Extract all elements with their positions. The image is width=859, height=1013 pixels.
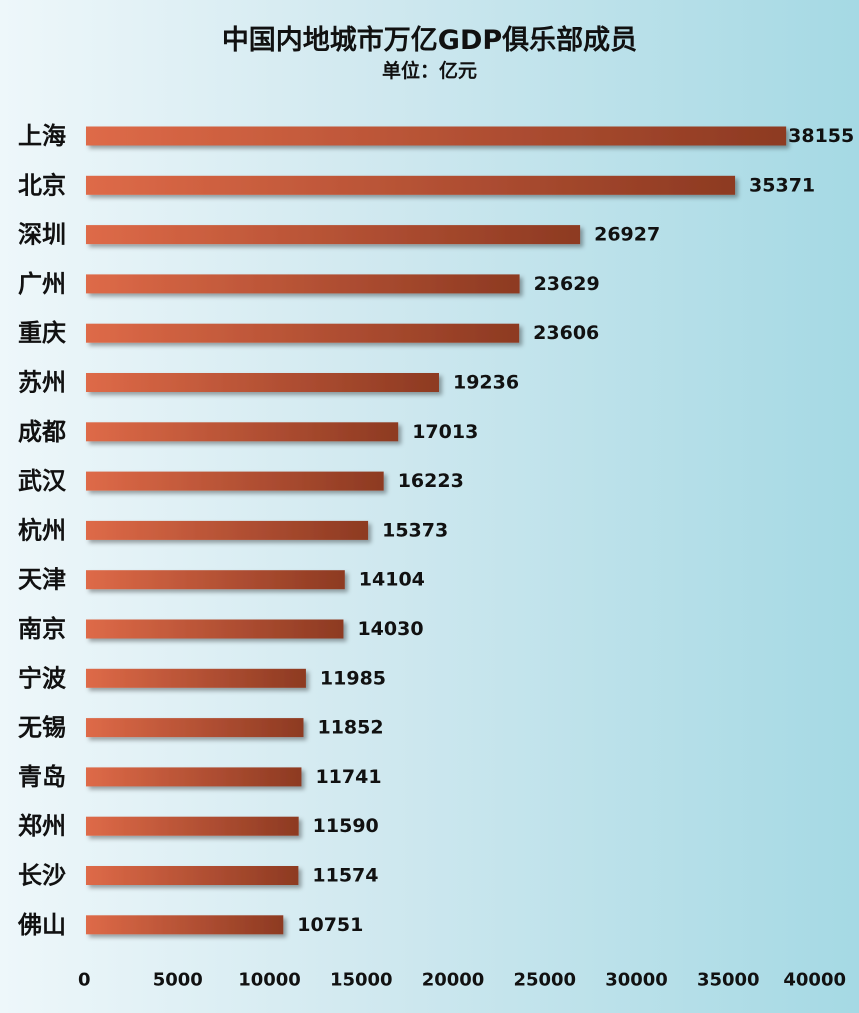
x-tick-label: 25000: [513, 970, 576, 991]
bar: [86, 520, 369, 540]
bar: [86, 668, 306, 688]
category-label: 无锡: [18, 714, 66, 742]
category-label: 长沙: [18, 862, 66, 890]
category-label: 天津: [18, 566, 66, 594]
data-label: 35371: [749, 174, 815, 196]
category-label: 苏州: [18, 369, 66, 397]
data-label: 17013: [412, 421, 478, 443]
bar: [86, 570, 345, 590]
x-tick-label: 35000: [697, 970, 760, 991]
x-tick-label: 5000: [153, 970, 203, 991]
data-label: 15373: [382, 519, 448, 541]
bars-layer: 上海 38155 北京 35371 深圳 26927 广州 23629 重庆 23606 苏州 192…: [17, 122, 854, 991]
category-label: 武汉: [18, 467, 67, 495]
bar: [86, 126, 787, 146]
category-label: 上海: [18, 122, 66, 150]
x-tick-label: 0: [78, 970, 91, 991]
x-tick-label: 20000: [422, 970, 485, 991]
category-label: 重庆: [18, 319, 66, 347]
category-label: 北京: [18, 171, 66, 199]
data-label: 11852: [317, 717, 383, 739]
data-label: 11741: [315, 766, 381, 788]
category-label: 成都: [18, 418, 66, 446]
category-label: 广州: [18, 270, 66, 298]
x-tick-label: 30000: [605, 970, 668, 991]
x-tick-label: 40000: [783, 970, 846, 991]
bar: [86, 866, 299, 885]
data-label: 14030: [357, 618, 423, 640]
bar: [86, 718, 304, 738]
bar: [86, 373, 439, 392]
data-label: 23606: [533, 322, 599, 344]
data-label: 19236: [453, 372, 519, 394]
bar: [86, 767, 302, 787]
bar: [86, 225, 581, 245]
category-label: 郑州: [18, 812, 66, 840]
bar: [86, 471, 384, 491]
data-label: 11985: [320, 667, 386, 689]
chart-title: 中国内地城市万亿GDP俱乐部成员: [221, 25, 638, 56]
category-label: 宁波: [18, 664, 67, 692]
bar: [86, 422, 399, 442]
bar: [86, 915, 284, 935]
category-label: 青岛: [18, 763, 66, 791]
data-label: 11574: [312, 865, 378, 887]
category-label: 南京: [18, 615, 66, 643]
category-label: 佛山: [17, 911, 66, 939]
category-label: 杭州: [18, 516, 66, 544]
data-label: 10751: [297, 914, 363, 936]
x-tick-label: 15000: [330, 970, 393, 991]
bar: [86, 175, 736, 195]
bar: [86, 816, 299, 836]
data-label: 11590: [313, 815, 379, 837]
bar: [86, 323, 520, 343]
data-label: 26927: [594, 224, 660, 246]
bar: [86, 274, 520, 294]
bar: [86, 619, 344, 639]
data-label: 16223: [398, 470, 464, 492]
data-label: 38155: [788, 125, 854, 147]
data-label: 23629: [534, 273, 600, 295]
chart-subtitle: 单位：亿元: [381, 60, 477, 82]
x-tick-label: 10000: [238, 970, 301, 991]
category-label: 深圳: [18, 221, 66, 249]
data-label: 14104: [359, 569, 425, 591]
